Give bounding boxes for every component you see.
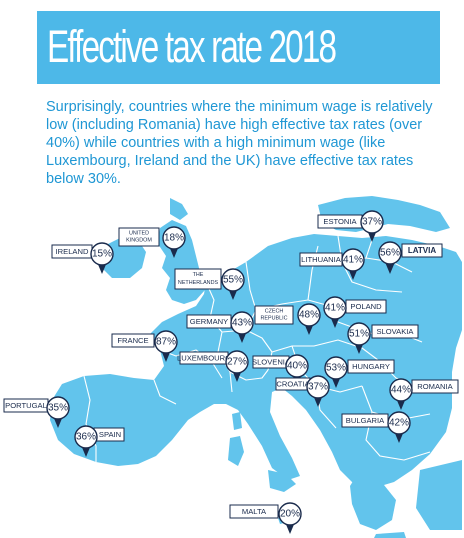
country-label: CZECH	[265, 309, 284, 315]
pin-circle	[324, 356, 348, 380]
country-label: MALTA	[242, 507, 267, 516]
tax-rate-value: 87%	[156, 337, 176, 348]
pin-circle	[387, 411, 411, 435]
country-label: LITHUANIA	[301, 255, 342, 264]
marker-slovakia: SLOVAKIA 51%	[347, 322, 419, 354]
intro-paragraph: Surprisingly, countries where the minimu…	[46, 98, 450, 188]
pin-circle	[221, 268, 245, 292]
marker-portugal: PORTUGAL 35%	[3, 396, 70, 428]
country-label: IRELAND	[56, 247, 89, 256]
marker-ireland: IRELAND 15%	[51, 242, 114, 274]
pin-circle	[162, 226, 186, 250]
pin-circle	[154, 330, 178, 354]
country-label: KINGDOM	[126, 238, 152, 244]
marker-croatia: CROATIA 37%	[275, 375, 330, 407]
pin-circle	[278, 502, 302, 526]
country-label: LUXEMBOURG	[177, 354, 231, 363]
marker-germany: GERMANY 43%	[186, 311, 254, 343]
pin-circle	[306, 375, 330, 399]
tax-rate-value: 18%	[164, 233, 184, 244]
marker-france: FRANCE 87%	[111, 330, 178, 362]
country-label: SLOVAKIA	[376, 327, 414, 336]
marker-netherlands: THE NETHERLANDS 55%	[174, 268, 245, 300]
pin-pointer	[385, 262, 395, 274]
pin-circle	[360, 210, 384, 234]
country-label-box	[401, 243, 443, 258]
marker-romania: ROMANIA 44%	[389, 378, 459, 410]
country-label: SPAIN	[99, 430, 121, 439]
country-label: CROATIA	[276, 380, 310, 389]
country-label: THE	[193, 272, 204, 278]
tax-rate-value: 42%	[389, 418, 409, 429]
country-label: PORTUGAL	[5, 401, 47, 410]
tax-rate-value: 41%	[343, 255, 363, 266]
country-label: ESTONIA	[323, 217, 357, 226]
pin-circle	[323, 296, 347, 320]
country-label: FRANCE	[117, 336, 148, 345]
marker-luxembourg: LUXEMBOURG 27%	[177, 350, 249, 382]
country-label-box	[174, 268, 222, 290]
country-label: POLAND	[350, 302, 382, 311]
tax-rate-value: 37%	[362, 217, 382, 228]
marker-hungary: HUNGARY 53%	[324, 356, 395, 388]
marker-spain: SPAIN 36%	[74, 425, 125, 457]
country-label: SLOVENIA	[252, 358, 291, 367]
tax-rate-value: 36%	[76, 432, 96, 443]
country-label: GERMANY	[190, 317, 228, 326]
country-label: BULGARIA	[346, 416, 385, 425]
marker-malta: MALTA 20%	[229, 502, 302, 534]
country-label-box	[118, 227, 160, 247]
marker-poland: POLAND 41%	[323, 296, 387, 328]
title-banner: Effective tax rate 2018	[37, 11, 440, 84]
page-title: Effective tax rate 2018	[47, 21, 337, 72]
marker-lithuania: LITHUANIA 41%	[299, 248, 365, 280]
tax-rate-value: 44%	[391, 385, 411, 396]
tax-rate-value: 56%	[380, 248, 400, 259]
tax-rate-value: 41%	[325, 303, 345, 314]
country-label: REPUBLIC	[261, 316, 288, 322]
country-label: HUNGARY	[352, 362, 390, 371]
tax-rate-value: 51%	[349, 329, 369, 340]
tax-rate-value: 43%	[232, 318, 252, 329]
pin-circle	[285, 354, 309, 378]
tax-rate-value: 37%	[308, 382, 328, 393]
country-label-box	[111, 333, 155, 348]
tax-rate-value: 53%	[326, 363, 346, 374]
pin-circle	[341, 248, 365, 272]
country-label: UNITED	[129, 231, 149, 237]
country-label: ROMANIA	[417, 382, 453, 391]
pin-circle	[297, 303, 321, 327]
country-label-box	[229, 504, 279, 519]
pin-circle	[46, 396, 70, 420]
pin-circle	[378, 241, 402, 265]
marker-bulgaria: BULGARIA 42%	[341, 411, 411, 443]
country-label: NETHERLANDS	[178, 280, 219, 286]
country-label: LATVIA	[408, 246, 437, 255]
tax-rate-value: 15%	[92, 249, 112, 260]
marker-slovenia: SLOVENIA 40%	[252, 354, 309, 386]
pin-circle	[230, 311, 254, 335]
tax-rate-value: 48%	[299, 310, 319, 321]
tax-rate-value: 55%	[223, 275, 243, 286]
marker-estonia: ESTONIA 37%	[317, 210, 384, 242]
country-label-box	[371, 324, 419, 339]
tax-rate-value: 35%	[48, 403, 68, 414]
marker-latvia: LATVIA 56%	[378, 241, 443, 274]
pin-circle	[389, 378, 413, 402]
tax-rate-value: 20%	[280, 509, 300, 520]
country-label-box	[254, 305, 294, 325]
pin-circle	[90, 242, 114, 266]
pin-circle	[347, 322, 371, 346]
tax-rate-value: 27%	[227, 357, 247, 368]
tax-rate-value: 40%	[287, 361, 307, 372]
country-label-box	[347, 359, 395, 374]
pin-circle	[74, 425, 98, 449]
marker-united-kingdom: UNITED KINGDOM 18%	[118, 226, 186, 258]
marker-czech-republic: CZECH REPUBLIC 48%	[254, 303, 321, 335]
intro-text: Surprisingly, countries where the minimu…	[46, 99, 433, 187]
pin-circle	[225, 350, 249, 374]
